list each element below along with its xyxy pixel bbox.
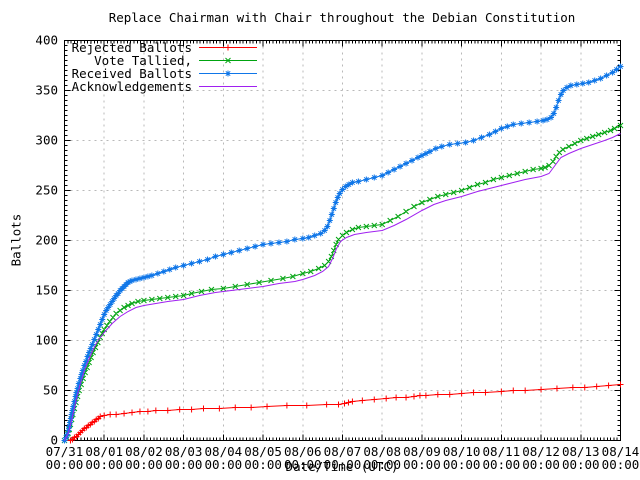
legend-item-received-ballots: Received Ballots	[68, 67, 259, 80]
legend-marker-plus-icon	[199, 44, 257, 51]
svg-text:00:00: 00:00	[244, 457, 282, 472]
legend: Rejected Ballots Vote Tallied, Received …	[68, 41, 259, 93]
svg-text:08/06: 08/06	[284, 444, 322, 459]
svg-text:08/14: 08/14	[602, 444, 640, 459]
svg-text:00:00: 00:00	[284, 457, 322, 472]
svg-text:150: 150	[35, 283, 58, 298]
svg-text:350: 350	[35, 83, 58, 98]
svg-text:200: 200	[35, 233, 58, 248]
chart-title: Replace Chairman with Chair throughout t…	[108, 10, 576, 25]
svg-text:00:00: 00:00	[602, 457, 640, 472]
svg-text:00:00: 00:00	[324, 457, 362, 472]
svg-text:00:00: 00:00	[403, 457, 441, 472]
svg-text:08/03: 08/03	[165, 444, 203, 459]
svg-text:08/04: 08/04	[205, 444, 243, 459]
svg-text:00:00: 00:00	[562, 457, 600, 472]
svg-text:08/13: 08/13	[562, 444, 600, 459]
svg-text:08/05: 08/05	[244, 444, 282, 459]
svg-text:100: 100	[35, 333, 58, 348]
svg-text:00:00: 00:00	[165, 457, 203, 472]
svg-text:00:00: 00:00	[205, 457, 243, 472]
legend-item-vote-tallied: Vote Tallied,	[68, 54, 259, 67]
legend-item-acknowledgements: Acknowledgements	[68, 80, 259, 93]
svg-text:00:00: 00:00	[483, 457, 521, 472]
legend-label: Received Ballots	[71, 66, 192, 81]
legend-item-rejected-ballots: Rejected Ballots	[68, 41, 259, 54]
svg-text:08/11: 08/11	[483, 444, 521, 459]
svg-text:00:00: 00:00	[522, 457, 560, 472]
svg-text:08/09: 08/09	[403, 444, 441, 459]
x-axis-label: Date/Time (UTC)	[285, 459, 399, 474]
svg-text:00:00: 00:00	[85, 457, 123, 472]
svg-text:400: 400	[35, 33, 58, 48]
svg-text:08/02: 08/02	[125, 444, 163, 459]
svg-text:250: 250	[35, 183, 58, 198]
svg-text:00:00: 00:00	[125, 457, 163, 472]
svg-text:300: 300	[35, 133, 58, 148]
svg-text:07/31: 07/31	[46, 444, 84, 459]
svg-text:08/10: 08/10	[443, 444, 481, 459]
legend-marker-star-icon	[199, 70, 257, 77]
svg-text:08/12: 08/12	[522, 444, 560, 459]
svg-text:0: 0	[50, 433, 58, 448]
legend-line-icon	[199, 86, 257, 87]
svg-text:50: 50	[43, 383, 58, 398]
svg-text:00:00: 00:00	[46, 457, 84, 472]
legend-label: Acknowledgements	[71, 79, 192, 94]
svg-text:08/08: 08/08	[363, 444, 401, 459]
svg-text:00:00: 00:00	[363, 457, 401, 472]
legend-label: Rejected Ballots	[71, 40, 192, 55]
legend-marker-cross-icon	[199, 57, 257, 64]
svg-text:08/01: 08/01	[85, 444, 123, 459]
svg-text:00:00: 00:00	[443, 457, 481, 472]
y-axis-label: Ballots	[8, 213, 24, 267]
svg-text:08/07: 08/07	[324, 444, 362, 459]
legend-label: Vote Tallied,	[94, 53, 192, 68]
